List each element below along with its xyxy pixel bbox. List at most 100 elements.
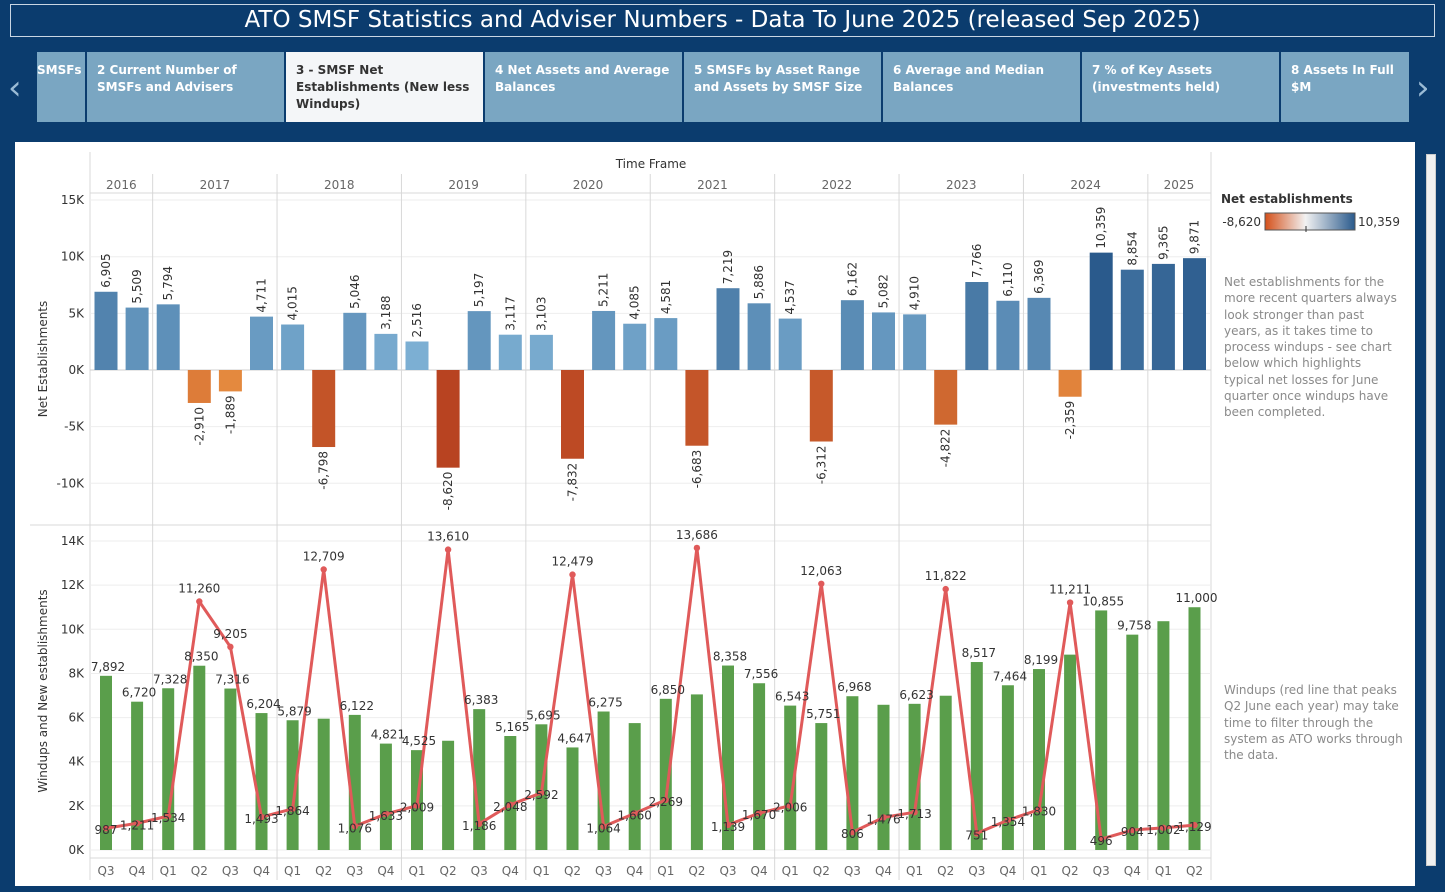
net-establishment-bar [592, 310, 616, 370]
windups-label: 2,592 [524, 788, 558, 802]
net-bar-value-label: 2,516 [410, 303, 424, 337]
new-establishments-bar [317, 718, 330, 850]
windups-point [507, 801, 514, 809]
windups-point [320, 566, 327, 573]
windups-point [538, 789, 545, 796]
new-establishments-label: 6,543 [775, 690, 809, 704]
windups-line-segment [291, 569, 326, 810]
quarter-tick-label: Q3 [471, 864, 488, 878]
new-establishments-bar [753, 683, 766, 850]
year-header-label: 2022 [822, 178, 853, 192]
net-establishment-bar [747, 303, 771, 370]
windups-point [258, 813, 265, 821]
tab-5-asset-range[interactable]: 5 SMSFs by Asset Range and Assets by SMS… [684, 52, 881, 122]
new-establishments-label: 6,968 [837, 680, 871, 694]
tab-7-key-assets[interactable]: 7 % of Key Assets (investments held) [1082, 52, 1279, 122]
windups-point [289, 805, 296, 813]
new-establishments-label: 7,464 [993, 669, 1027, 683]
windups-line-segment [385, 804, 418, 816]
vertical-scrollbar[interactable] [1424, 142, 1438, 886]
tab-4-net-assets[interactable]: 4 Net Assets and Average Balances [485, 52, 682, 122]
year-header-label: 2020 [573, 178, 604, 192]
net-establishment-bar [872, 312, 895, 370]
windups-line-segment [446, 549, 481, 824]
net-bar-value-label: -7,832 [566, 463, 580, 502]
tabs-prev-arrow-icon[interactable]: ‹ [8, 68, 22, 108]
windups-label: 904 [1121, 825, 1144, 839]
tabs-next-arrow-icon[interactable]: › [1416, 68, 1430, 108]
windups-label: 751 [965, 828, 988, 842]
net-bar-value-label: 4,910 [908, 276, 922, 310]
new-establishments-bar [100, 675, 112, 850]
quarter-tick-label: Q2 [688, 864, 705, 878]
bottom-y-tick-label: 14K [61, 534, 85, 548]
windups-line-segment [913, 588, 948, 813]
windups-label: 1,830 [1022, 805, 1056, 819]
quarter-tick-label: Q3 [968, 864, 985, 878]
quarter-tick-label: Q4 [377, 864, 394, 878]
tab-3-net-establishments[interactable]: 3 - SMSF Net Establishments (New less Wi… [286, 52, 483, 122]
net-bar-value-label: 6,110 [1001, 262, 1015, 296]
tab-8-assets-full[interactable]: 8 Assets In Full $M [1281, 52, 1409, 122]
windups-line-segment [695, 547, 730, 826]
bottom-y-tick-label: 10K [61, 622, 85, 636]
new-establishments-label: 8,517 [962, 646, 996, 660]
tab-2-current-number[interactable]: 2 Current Number of SMSFs and Advisers [87, 52, 284, 122]
net-bar-value-label: -4,822 [939, 429, 953, 468]
quarter-tick-label: Q3 [595, 864, 612, 878]
quarter-tick-label: Q1 [782, 864, 799, 878]
new-establishments-bar [566, 747, 579, 850]
new-establishments-bar [1126, 634, 1139, 850]
net-establishment-bar [529, 334, 553, 370]
net-bar-value-label: -6,798 [317, 451, 331, 490]
scrollbar-thumb[interactable] [1426, 154, 1436, 866]
quarter-tick-label: Q4 [626, 864, 643, 878]
net-bar-value-label: -6,683 [690, 450, 704, 489]
windups-line-segment [788, 583, 823, 806]
top-y-tick-label: 15K [61, 193, 85, 207]
windups-line-segment [571, 574, 606, 827]
windups-point [227, 643, 234, 651]
windups-line-segment [261, 807, 293, 819]
windups-line-segment [758, 804, 791, 815]
windups-label: 12,063 [800, 564, 842, 578]
top-y-tick-label: 0K [68, 363, 85, 377]
net-bar-value-label: -2,910 [192, 407, 206, 446]
windups-point [165, 812, 172, 820]
windups-label: 1,670 [742, 808, 776, 822]
windups-label: 1,139 [711, 820, 745, 834]
net-establishment-bar [374, 333, 398, 370]
quarter-tick-label: Q4 [1124, 864, 1141, 878]
net-establishment-bar [94, 291, 118, 370]
quarter-tick-label: Q4 [875, 864, 892, 878]
windups-label: 11,260 [178, 581, 220, 595]
quarter-tick-label: Q2 [813, 864, 830, 878]
net-bar-value-label: -8,620 [441, 472, 455, 511]
net-establishment-bar [561, 370, 584, 459]
windups-label: 11,211 [1049, 583, 1091, 597]
net-establishment-bar [187, 370, 211, 403]
net-establishment-bar [1089, 252, 1113, 370]
quarter-tick-label: Q3 [844, 864, 861, 878]
quarter-tick-label: Q1 [533, 864, 550, 878]
net-bar-value-label: -2,359 [1063, 401, 1077, 440]
new-establishments-bar [255, 713, 268, 850]
net-bar-value-label: 3,103 [534, 296, 548, 330]
net-bar-value-label: 5,794 [161, 266, 175, 300]
net-establishment-bar [1151, 263, 1175, 370]
windups-line-segment [1037, 602, 1072, 810]
windups-label: 1,211 [120, 818, 154, 832]
windups-line-segment [1132, 826, 1164, 832]
net-establishment-bar [1183, 258, 1206, 370]
quarter-tick-label: Q1 [160, 864, 177, 878]
net-bar-value-label: 3,188 [379, 296, 393, 330]
net-establishment-bar [965, 282, 989, 370]
windups-label: 1,064 [586, 822, 620, 836]
tab-1-smsfs[interactable]: SMSFs [37, 52, 85, 122]
new-establishments-bar [1033, 669, 1045, 850]
net-bar-value-label: 5,211 [597, 273, 611, 307]
new-establishments-label: 11,000 [1176, 591, 1218, 605]
windups-point [973, 830, 980, 837]
windups-line-segment [944, 588, 979, 834]
tab-6-average-median[interactable]: 6 Average and Median Balances [883, 52, 1080, 122]
